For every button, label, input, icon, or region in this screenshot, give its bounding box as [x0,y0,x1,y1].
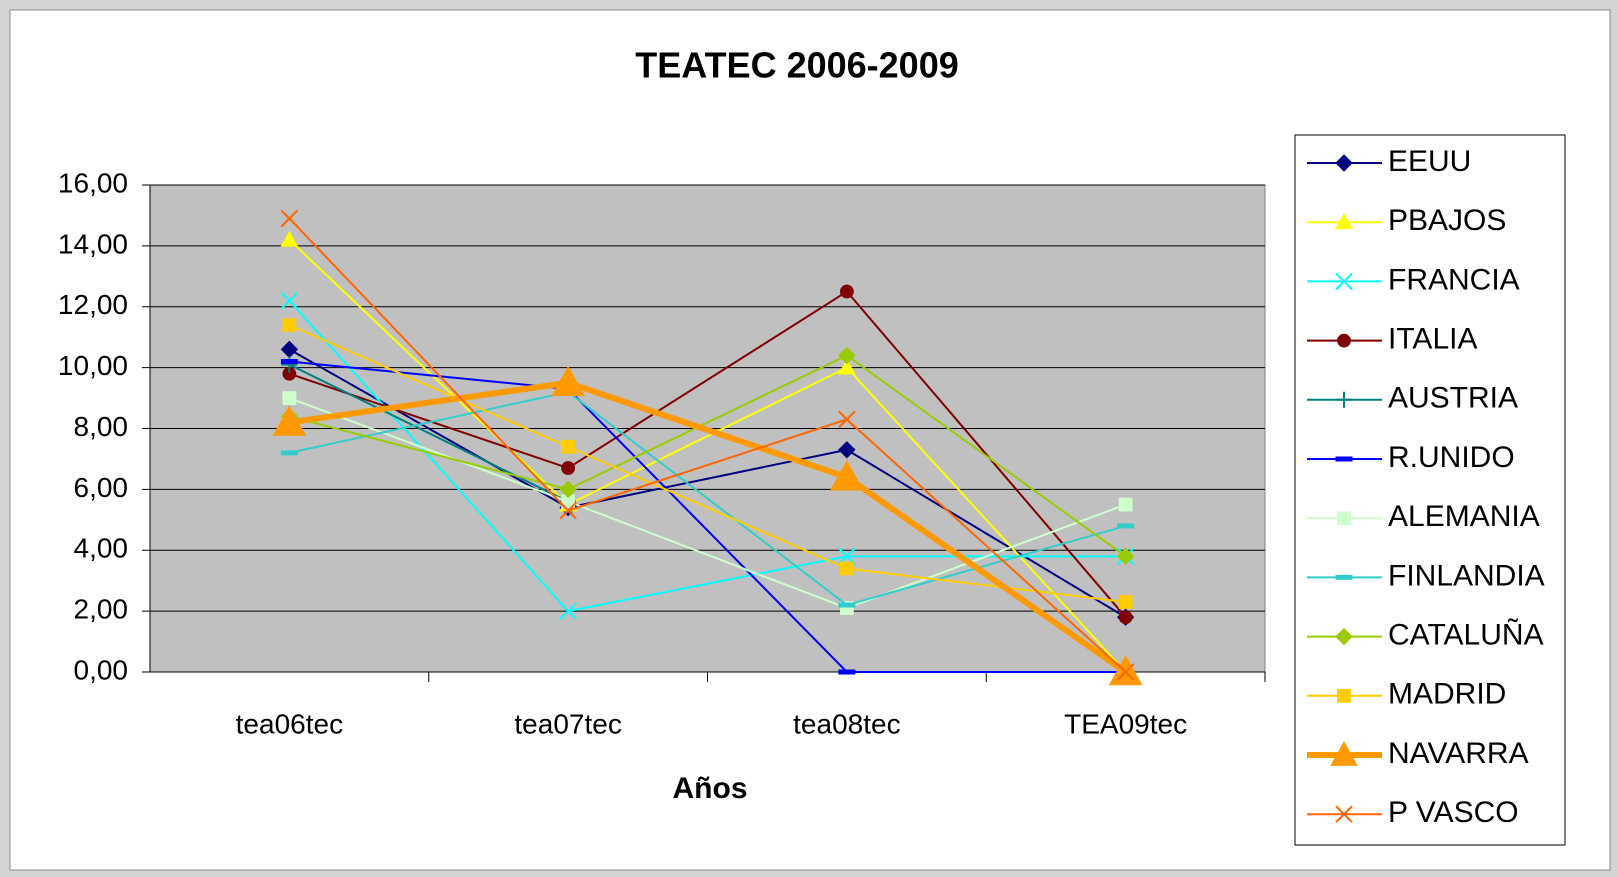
marker [551,365,585,397]
y-tick-label: 4,00 [74,533,129,564]
legend-label: R.UNIDO [1388,441,1515,474]
marker [830,460,864,491]
marker [561,461,576,475]
legend-label: MADRID [1388,678,1506,711]
marker [1337,688,1351,703]
x-tick-label: tea08tec [793,708,900,739]
marker [1116,547,1135,566]
series-line [288,239,1127,673]
marker [1335,627,1353,646]
marker [838,602,856,608]
marker [280,359,298,365]
legend-label: AUSTRIA [1388,382,1518,415]
series-line [289,390,1126,607]
marker [1117,523,1135,529]
y-tick-label: 10,00 [58,350,128,381]
marker [1118,610,1133,625]
marker [1335,272,1353,291]
legend-label: EEUU [1388,145,1471,178]
marker [1336,391,1352,408]
y-tick-label: 14,00 [58,228,128,259]
marker [838,441,856,459]
marker [839,561,854,576]
legend-label: ITALIA [1388,323,1477,356]
marker [1108,654,1143,686]
marker [282,318,297,332]
x-axis-label: Años [673,772,748,805]
marker [1118,595,1133,609]
marker [838,669,856,675]
y-tick-label: 6,00 [74,472,129,503]
marker [272,405,307,436]
marker [1118,497,1133,512]
marker [838,410,856,429]
legend [1294,134,1566,846]
y-tick-label: 8,00 [74,411,129,442]
marker [838,346,856,365]
marker [1337,333,1351,348]
marker [1116,663,1135,681]
legend-label: CATALUÑA [1388,618,1544,652]
x-tick-label: tea06tec [236,708,343,739]
y-tick-label: 0,00 [74,654,129,685]
chart-title: TEATEC 2006-2009 [635,45,959,86]
marker [280,230,299,247]
series-line [289,360,1126,673]
marker [1335,805,1353,823]
marker [1335,456,1353,462]
marker [839,284,854,299]
marker [1330,740,1358,766]
series-line [289,290,1127,618]
marker [1335,574,1353,580]
x-tick-label: tea07tec [514,708,621,739]
marker [1335,154,1353,172]
series-line [288,363,569,503]
marker [838,358,856,375]
marker [561,439,576,454]
marker [1337,511,1351,526]
y-tick-label: 12,00 [58,289,128,320]
marker [1335,213,1353,230]
legend-label: FINLANDIA [1388,559,1545,592]
y-tick-label: 16,00 [58,167,128,198]
marker [280,291,299,310]
series-line [288,217,1127,673]
y-tick-label: 2,00 [74,594,129,625]
legend-label: NAVARRA [1388,737,1529,770]
series-line [288,348,1127,619]
marker [559,501,577,520]
legend-label: P VASCO [1388,796,1519,829]
marker [280,209,299,228]
legend-label: PBAJOS [1388,204,1506,237]
marker [282,391,297,405]
series-line [289,354,1127,558]
marker [280,450,298,456]
series-line [288,379,1128,675]
x-tick-label: TEA09tec [1064,708,1187,739]
legend-label: FRANCIA [1388,263,1520,296]
legend-label: ALEMANIA [1388,500,1540,533]
series-line [289,397,1126,610]
marker [559,480,577,499]
marker [559,602,577,620]
series-line [288,324,1126,603]
